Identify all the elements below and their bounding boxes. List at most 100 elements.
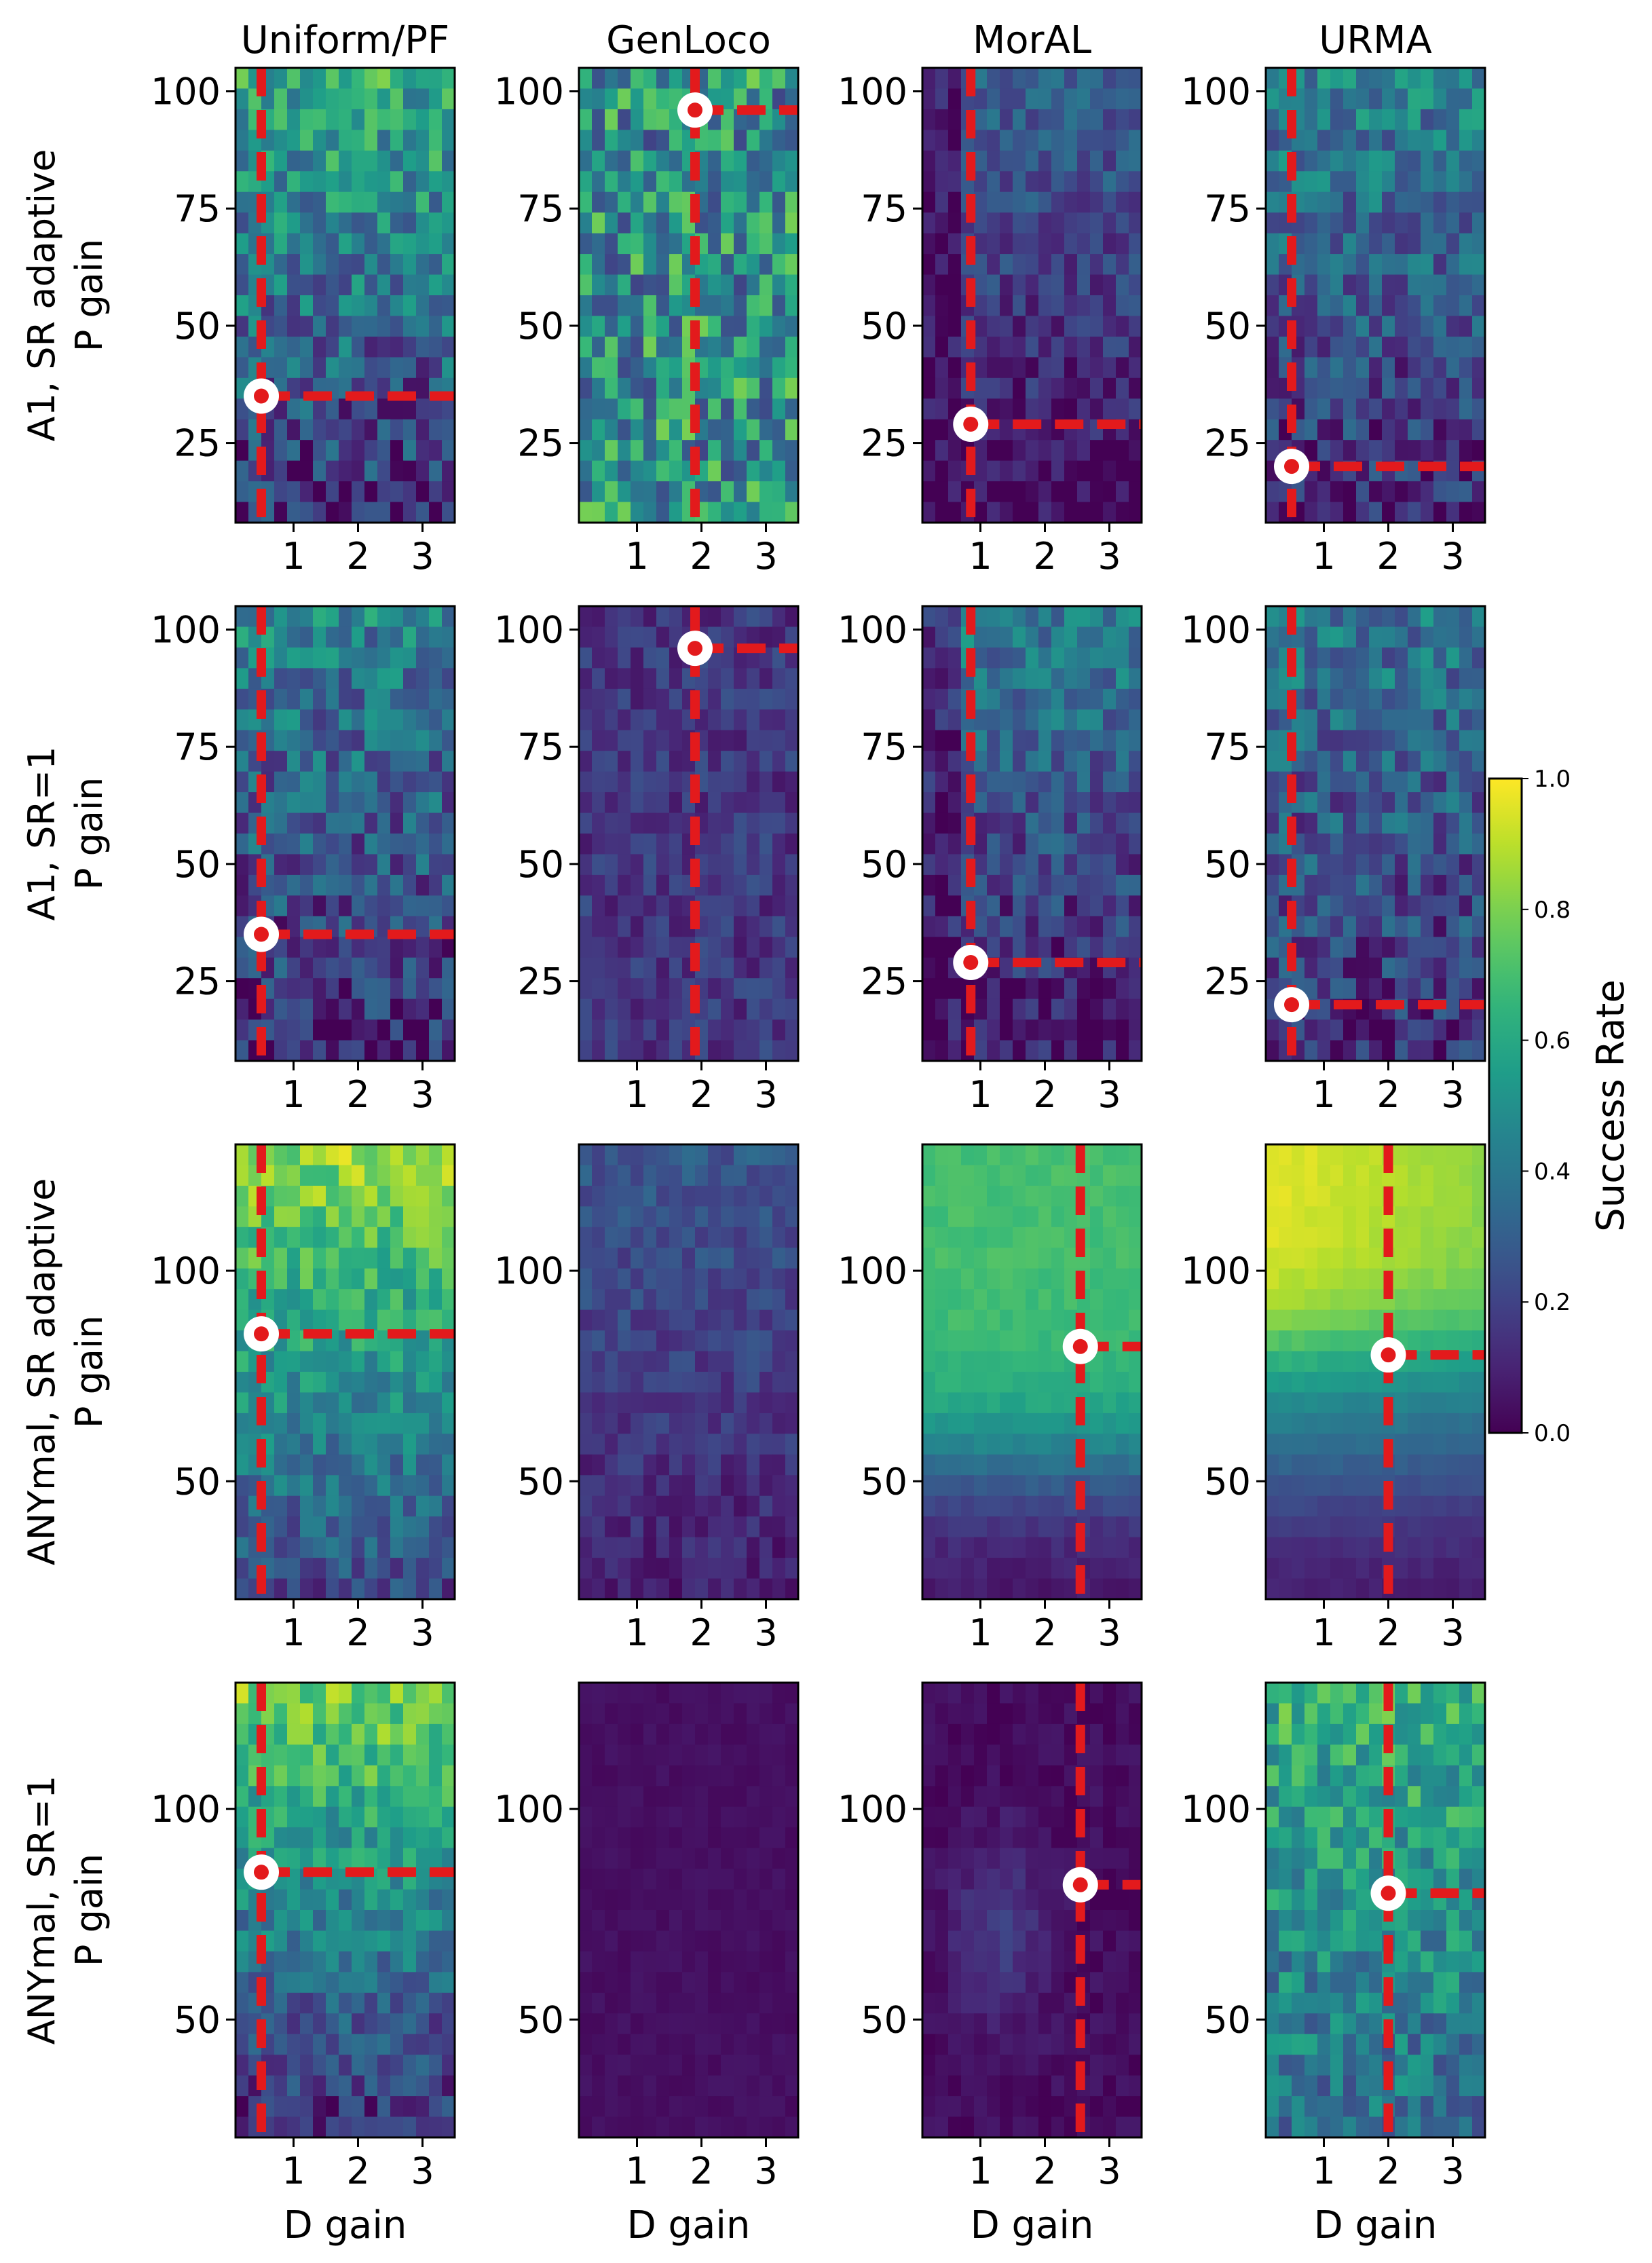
- heatmap-cell: [1304, 874, 1318, 896]
- heatmap-cell: [669, 1372, 683, 1394]
- heatmap-cell: [974, 998, 988, 1020]
- heatmap-cell: [313, 88, 326, 110]
- heatmap-cell: [1038, 295, 1052, 317]
- heatmap-cell: [605, 88, 618, 110]
- heatmap-cell: [429, 1434, 443, 1455]
- heatmap-cell: [274, 481, 288, 503]
- heatmap-cell: [339, 1703, 352, 1725]
- heatmap-cell: [1000, 481, 1013, 503]
- heatmap-cell: [785, 1372, 799, 1394]
- heatmap-cell: [747, 1434, 760, 1455]
- heatmap-cell: [1343, 771, 1357, 793]
- heatmap-cell: [1472, 295, 1486, 317]
- heatmap-cell: [1317, 895, 1331, 917]
- heatmap-cell: [1408, 688, 1421, 710]
- heatmap-cell: [1304, 1040, 1318, 1062]
- heatmap-cell: [1317, 1351, 1331, 1372]
- heatmap-cell: [695, 1454, 709, 1476]
- heatmap-cell: [772, 1372, 786, 1394]
- heatmap-cell: [1129, 254, 1142, 276]
- heatmap-cell: [772, 854, 786, 876]
- heatmap-cell: [1343, 792, 1357, 814]
- heatmap-cell: [236, 1268, 249, 1290]
- heatmap-cell: [1266, 874, 1279, 896]
- heatmap-cell: [236, 874, 249, 896]
- heatmap-cell: [734, 812, 747, 834]
- heatmap-cell: [948, 460, 962, 482]
- heatmap-cell: [403, 254, 417, 276]
- heatmap-cell: [390, 1786, 404, 1808]
- heatmap-cell: [1116, 1309, 1129, 1331]
- heatmap-cell: [364, 1951, 378, 1972]
- heatmap-cell: [377, 978, 391, 1000]
- heatmap-cell: [442, 1040, 455, 1062]
- heatmap-cell: [390, 398, 404, 420]
- heatmap-cell: [1292, 1248, 1305, 1269]
- heatmap-cell: [1116, 1020, 1129, 1041]
- heatmap-cell: [1266, 647, 1279, 669]
- heatmap-cell: [287, 854, 301, 876]
- heatmap-cell: [1292, 1309, 1305, 1331]
- heatmap-cell: [1038, 130, 1052, 151]
- heatmap-cell: [287, 895, 301, 917]
- heatmap-cell: [708, 502, 721, 523]
- heatmap-cell: [1090, 751, 1104, 772]
- heatmap-cell: [1330, 191, 1344, 213]
- heatmap-cell: [721, 1454, 734, 1476]
- heatmap-cell: [592, 668, 605, 690]
- heatmap-cell: [974, 1495, 988, 1517]
- heatmap-cell: [948, 688, 962, 710]
- heatmap-cell: [377, 916, 391, 937]
- heatmap-cell: [618, 1516, 631, 1538]
- heatmap-cell: [403, 1723, 417, 1745]
- heatmap-cell: [313, 1972, 326, 1994]
- heatmap-cell: [1382, 916, 1395, 937]
- heatmap-cell: [618, 1578, 631, 1600]
- heatmap-cell: [1446, 668, 1460, 690]
- heatmap-cell: [1013, 1268, 1026, 1290]
- heatmap-cell: [922, 1185, 936, 1207]
- heatmap-cell: [352, 647, 365, 669]
- heatmap-cell: [442, 1434, 455, 1455]
- heatmap-cell: [1369, 1475, 1383, 1497]
- heatmap-cell: [1000, 998, 1013, 1020]
- heatmap-cell: [236, 709, 249, 731]
- heatmap-cell: [416, 68, 430, 90]
- heatmap-cell: [1408, 377, 1421, 399]
- heatmap-cell: [390, 978, 404, 1000]
- heatmap-cell: [747, 834, 760, 855]
- heatmap-cell: [1433, 150, 1447, 172]
- heatmap-cell: [300, 1806, 314, 1828]
- y-tick-label: 50: [174, 305, 221, 348]
- heatmap-cell: [592, 109, 605, 130]
- heatmap-cell: [618, 1413, 631, 1434]
- heatmap-cell: [1129, 88, 1142, 110]
- heatmap-cell: [287, 1910, 301, 1932]
- heatmap-cell: [961, 1516, 975, 1538]
- heatmap-cell: [442, 88, 455, 110]
- heatmap-cell: [759, 1206, 773, 1228]
- heatmap-cell: [1343, 688, 1357, 710]
- heatmap-cell: [759, 957, 773, 979]
- heatmap-cell: [339, 274, 352, 296]
- heatmap-cell: [935, 1227, 949, 1248]
- heatmap-cell: [236, 1248, 249, 1269]
- heatmap-cell: [1077, 460, 1091, 482]
- heatmap-cell: [300, 191, 314, 213]
- heatmap-cell: [772, 336, 786, 358]
- heatmap-cell: [1304, 130, 1318, 151]
- heatmap-cell: [1446, 1206, 1460, 1228]
- heatmap-cell: [1472, 1578, 1486, 1600]
- heatmap-cell: [1369, 709, 1383, 731]
- heatmap-cell: [721, 812, 734, 834]
- heatmap-cell: [390, 606, 404, 628]
- heatmap-cell: [747, 1330, 760, 1352]
- heatmap-cell: [974, 1206, 988, 1228]
- heatmap-cell: [1026, 1206, 1039, 1228]
- heatmap-cell: [1304, 191, 1318, 213]
- heatmap-cell: [1116, 295, 1129, 317]
- heatmap-cell: [236, 295, 249, 317]
- heatmap-cell: [1129, 1537, 1142, 1558]
- heatmap-cell: [403, 957, 417, 979]
- heatmap-cell: [442, 1578, 455, 1600]
